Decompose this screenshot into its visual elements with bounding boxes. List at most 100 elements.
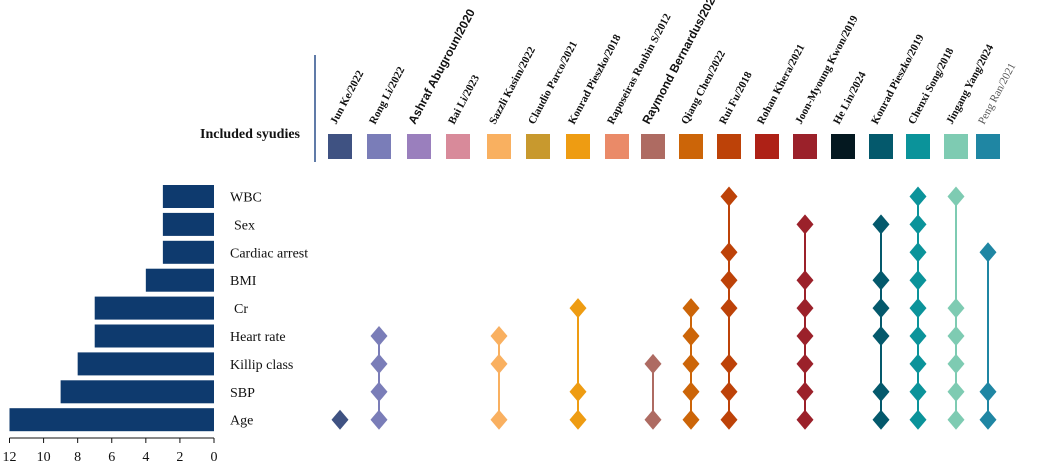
study-column: Chenxi Song/2018 [906, 46, 957, 430]
membership-diamond [872, 270, 890, 291]
study-label: Bai Li/2023 [446, 73, 482, 127]
membership-diamond [909, 353, 927, 374]
membership-diamond [909, 298, 927, 319]
study-label: Ashraf Abugroun/2020 [405, 6, 478, 126]
study-label: Raposeiras Roubin S/2012 [605, 11, 674, 126]
study-column: Rong Li/2022 [367, 64, 408, 430]
bar-killip-class [77, 352, 215, 376]
membership-diamond [909, 409, 927, 430]
study-color-swatch [869, 134, 893, 159]
study-color-swatch [679, 134, 703, 159]
x-tick-label: 12 [3, 450, 17, 464]
membership-diamond [682, 381, 700, 402]
membership-diamond [796, 381, 814, 402]
study-color-swatch [717, 134, 741, 159]
membership-diamond [909, 326, 927, 346]
membership-diamond [569, 298, 587, 319]
study-color-swatch [755, 134, 779, 159]
membership-diamond [720, 242, 738, 263]
membership-diamond [796, 409, 814, 430]
study-color-swatch [944, 134, 968, 159]
membership-diamond [682, 409, 700, 430]
membership-diamond [796, 326, 814, 346]
membership-diamond [682, 298, 700, 319]
study-column: Qiang Chen/2022 [679, 48, 728, 430]
membership-diamond [796, 298, 814, 319]
study-column: Rui Fu/2018 [717, 69, 755, 430]
bar-cardiac-arrest [162, 240, 214, 264]
membership-diamond [872, 381, 890, 402]
membership-diamond [947, 326, 965, 346]
set-label: Heart rate [230, 330, 286, 345]
membership-diamond [370, 353, 388, 374]
set-label: Age [230, 414, 253, 429]
membership-diamond [872, 298, 890, 319]
membership-diamond [979, 409, 997, 430]
membership-diamond [490, 353, 508, 374]
set-label: Sex [234, 218, 255, 233]
x-tick-label: 2 [176, 450, 183, 464]
study-color-swatch [407, 134, 431, 159]
study-color-swatch [526, 134, 550, 159]
x-tick-label: 8 [74, 450, 81, 464]
study-column: He Lin/2024 [831, 69, 869, 159]
membership-diamond [796, 270, 814, 291]
x-tick-label: 10 [37, 450, 51, 464]
membership-diamond [909, 186, 927, 207]
study-column: Sazzli Kasim/2022 [487, 45, 538, 430]
study-label: Rui Fu/2018 [717, 69, 755, 126]
study-color-swatch [487, 134, 511, 159]
study-color-swatch [605, 134, 629, 159]
membership-diamond [644, 353, 662, 374]
membership-diamond [569, 381, 587, 402]
membership-diamond [979, 381, 997, 402]
membership-diamond [370, 381, 388, 402]
study-color-swatch [793, 134, 817, 159]
membership-diamond [644, 409, 662, 430]
study-column: Joon-Myoung Kwon/2019 [793, 13, 861, 430]
membership-diamond [720, 270, 738, 291]
membership-diamond [370, 409, 388, 430]
set-label: Cardiac arrest [230, 246, 308, 261]
membership-diamond [947, 186, 965, 207]
membership-diamond [947, 381, 965, 402]
membership-diamond [872, 409, 890, 430]
bar-wbc [162, 185, 214, 208]
membership-diamond [909, 242, 927, 263]
membership-diamond [872, 326, 890, 346]
study-color-swatch [367, 134, 391, 159]
membership-diamond [720, 186, 738, 207]
study-column: Bai Li/2023 [446, 73, 482, 159]
set-label: Cr [234, 302, 248, 317]
study-label: Jun Ke/2022 [328, 68, 367, 126]
membership-diamond [796, 353, 814, 374]
study-column: Peng Ran/2021 [976, 61, 1018, 430]
bar-heart-rate [94, 324, 214, 348]
bar-sbp [60, 380, 214, 404]
membership-diamond [720, 353, 738, 374]
study-column: Jun Ke/2022 [328, 68, 367, 430]
membership-diamond [947, 298, 965, 319]
bar-bmi [145, 268, 214, 292]
set-size-bars [9, 185, 215, 432]
study-color-swatch [328, 134, 352, 159]
membership-diamond [720, 409, 738, 430]
membership-diamond [490, 326, 508, 346]
study-color-swatch [641, 134, 665, 159]
study-color-swatch [566, 134, 590, 159]
membership-diamond [370, 326, 388, 346]
membership-diamond [569, 409, 587, 430]
membership-diamond [682, 353, 700, 374]
set-labels: WBC Sex Cardiac arrest BMI Cr Heart rate Killi… [230, 191, 308, 429]
membership-diamond [909, 381, 927, 402]
set-label: Killip class [230, 358, 293, 373]
membership-diamond [909, 270, 927, 291]
x-axis: 12 10 8 6 4 2 0 [3, 437, 218, 464]
x-tick-label: 0 [211, 450, 218, 464]
membership-diamond [947, 409, 965, 430]
membership-diamond [720, 381, 738, 402]
membership-diamond [872, 214, 890, 235]
study-column: Konrad Pieszko/2018 [566, 32, 624, 430]
set-label: WBC [230, 191, 262, 206]
